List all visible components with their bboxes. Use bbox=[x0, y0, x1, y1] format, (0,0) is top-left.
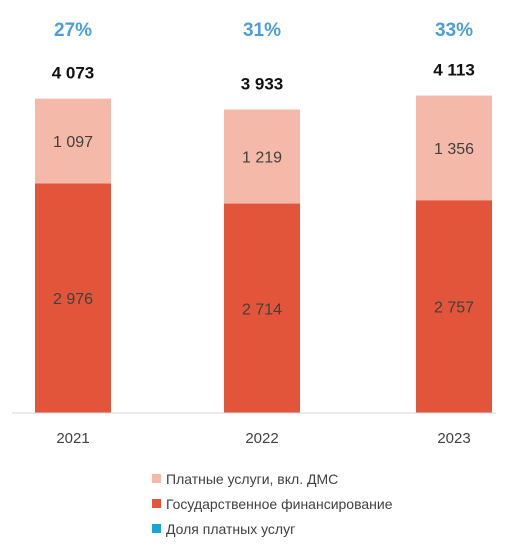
legend-label-state-funding: Государственное финансирование bbox=[166, 495, 393, 512]
total-label-2022: 3 933 bbox=[241, 74, 284, 93]
share-label-2021: 27% bbox=[54, 20, 92, 41]
legend-item-state-funding: Государственное финансирование bbox=[152, 491, 393, 516]
x-tick-label-2023: 2023 bbox=[437, 430, 470, 447]
value-label-paid-services-2021: 1 097 bbox=[53, 134, 93, 151]
bar-state-funding-2023 bbox=[416, 200, 492, 413]
share-label-2023: 33% bbox=[435, 20, 473, 41]
legend-swatch-paid-share bbox=[152, 524, 161, 533]
bar-state-funding-2021 bbox=[35, 183, 111, 413]
legend-item-paid-services: Платные услуги, вкл. ДМС bbox=[152, 466, 393, 491]
x-tick-label-2022: 2022 bbox=[245, 430, 278, 447]
stacked-bar-chart: 2 976 1 097 4 073 27% 2021 2 714 1 219 3 933 31%… bbox=[12, 20, 496, 447]
labels-layer: 2 976 1 097 4 073 27% 2021 2 714 1 219 3 933 31%… bbox=[52, 20, 475, 447]
legend-swatch-state-funding bbox=[152, 499, 161, 508]
legend-label-paid-share: Доля платных услуг bbox=[166, 520, 296, 537]
value-label-paid-services-2022: 1 219 bbox=[242, 150, 282, 167]
value-label-paid-services-2023: 1 356 bbox=[434, 141, 474, 158]
legend-item-paid-share: Доля платных услуг bbox=[152, 516, 393, 541]
legend: Платные услуги, вкл. ДМС Государственное… bbox=[152, 466, 393, 541]
bar-state-funding-2022 bbox=[224, 203, 300, 413]
bar-paid-services-2022 bbox=[224, 109, 300, 204]
value-label-state-funding-2022: 2 714 bbox=[242, 301, 282, 318]
total-label-2021: 4 073 bbox=[52, 64, 95, 83]
bars-layer bbox=[35, 95, 492, 413]
value-label-state-funding-2023: 2 757 bbox=[434, 300, 474, 317]
total-label-2023: 4 113 bbox=[433, 61, 475, 80]
value-label-state-funding-2021: 2 976 bbox=[53, 291, 93, 308]
legend-swatch-paid-services bbox=[152, 474, 161, 483]
x-tick-label-2021: 2021 bbox=[56, 430, 89, 447]
bar-paid-services-2023 bbox=[416, 95, 492, 201]
bar-paid-services-2021 bbox=[35, 98, 111, 184]
legend-label-paid-services: Платные услуги, вкл. ДМС bbox=[166, 470, 339, 487]
share-label-2022: 31% bbox=[243, 20, 281, 41]
